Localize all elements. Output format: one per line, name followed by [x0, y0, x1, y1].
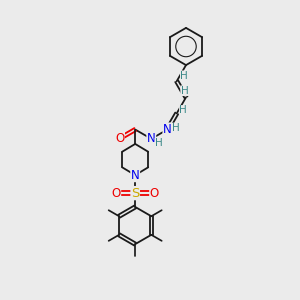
Text: H: H: [172, 123, 180, 133]
Text: N: N: [131, 169, 140, 182]
Text: H: H: [180, 71, 188, 81]
Text: H: H: [181, 86, 188, 96]
Text: N: N: [147, 132, 156, 145]
Text: H: H: [155, 138, 163, 148]
Text: N: N: [163, 123, 172, 136]
Text: O: O: [150, 187, 159, 200]
Text: H: H: [179, 105, 187, 116]
Text: O: O: [111, 187, 121, 200]
Text: S: S: [131, 187, 140, 200]
Text: O: O: [115, 132, 124, 145]
